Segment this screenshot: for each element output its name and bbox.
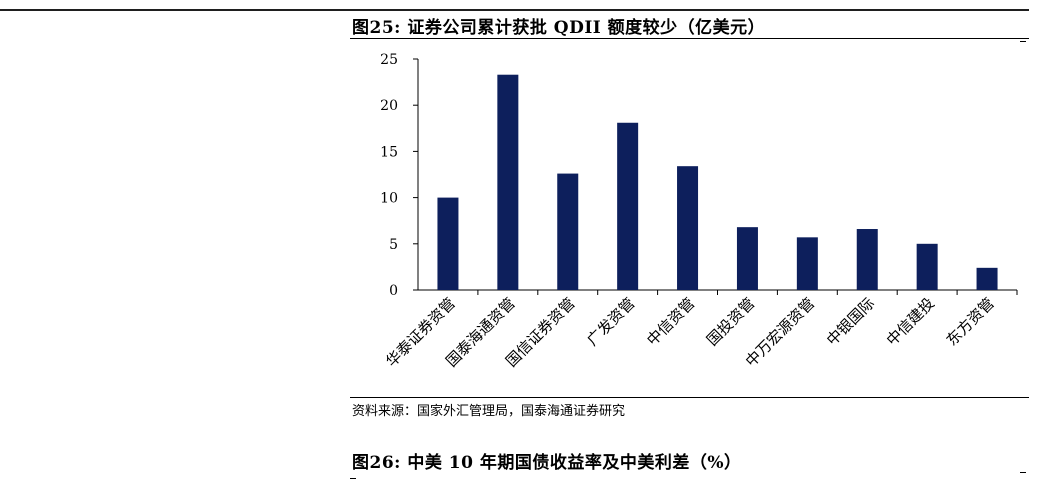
source-rule [350,397,1029,398]
bar [916,243,938,290]
corner-mark-right [1020,472,1026,473]
y-tick-label: 10 [380,191,398,207]
x-tick-label: 中信建投 [883,294,938,349]
bar [736,227,758,290]
x-tick-label: 中银国际 [823,294,878,349]
x-tick-label: 国投资管 [703,294,758,349]
bar [437,197,459,290]
title-underline [350,38,1029,39]
bar [856,229,878,290]
figure-title: 图25: 证券公司累计获批 QDII 额度较少（亿美元） [352,18,766,38]
bar [497,74,519,290]
y-tick-label: 15 [380,144,398,160]
bar [796,237,818,290]
corner-mark-left [350,478,356,479]
source-note: 资料来源：国家外汇管理局，国泰海通证券研究 [352,404,626,419]
corner-mark [1020,41,1026,42]
bar [617,122,639,290]
bar [557,173,579,290]
x-tick-label: 中信资管 [643,294,698,349]
bar [976,267,998,290]
x-tick-label: 广发资管 [583,294,638,349]
y-tick-label: 0 [389,283,398,299]
next-figure-title: 图26: 中美 10 年期国债收益率及中美利差（%） [352,453,742,473]
header-rule [0,9,1029,11]
y-tick-label: 25 [380,52,398,68]
y-tick-label: 5 [389,237,398,253]
y-tick-label: 20 [380,98,398,114]
x-tick-label: 东方资管 [943,294,998,349]
bar [677,166,699,290]
